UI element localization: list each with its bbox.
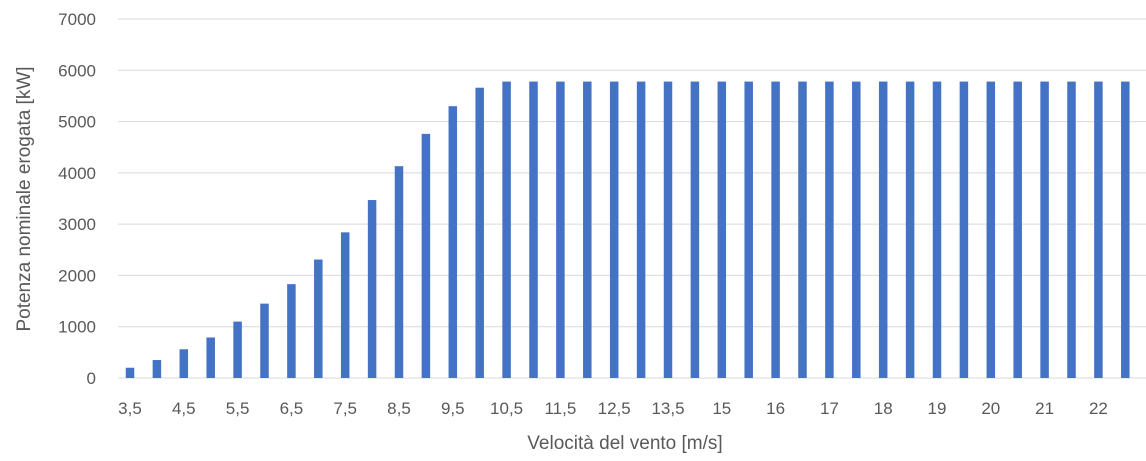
bar-20,5 (1013, 81, 1022, 378)
y-tick-label: 2000 (58, 266, 96, 285)
x-tick-label: 20 (981, 399, 1000, 418)
bar-6 (260, 303, 269, 378)
y-tick-label: 5000 (58, 113, 96, 132)
x-tick-label: 5,5 (226, 399, 250, 418)
x-tick-label: 6,5 (280, 399, 304, 418)
bar-6,5 (287, 284, 296, 378)
bar-5 (206, 337, 215, 378)
bar-13,5 (663, 81, 673, 378)
x-tick-label: 3,5 (118, 399, 142, 418)
bar-10,5 (502, 81, 511, 378)
bar-13 (636, 81, 646, 378)
x-tick-label: 7,5 (333, 399, 357, 418)
bar-22,5 (1121, 81, 1130, 378)
x-tick-label: 12,5 (598, 399, 631, 418)
bar-17,5 (852, 81, 861, 378)
bar-22 (1094, 81, 1103, 378)
bar-7 (314, 259, 323, 378)
x-tick-label: 19 (928, 399, 947, 418)
bar-10 (475, 87, 484, 379)
bar-9,5 (448, 106, 458, 378)
x-tick-label: 9,5 (441, 399, 465, 418)
bar-11,5 (556, 81, 565, 378)
x-tick-label: 4,5 (172, 399, 196, 418)
y-tick-label: 3000 (58, 215, 96, 234)
bar-18,5 (905, 81, 915, 378)
bar-16,5 (798, 81, 807, 378)
x-axis-title: Velocità del vento [m/s] (527, 433, 722, 454)
bar-series (125, 81, 1130, 379)
x-tick-label: 8,5 (387, 399, 411, 418)
bar-14 (690, 81, 700, 378)
bar-7,5 (340, 232, 350, 378)
x-tick-label: 15 (712, 399, 731, 418)
bar-4,5 (179, 349, 189, 378)
bar-12 (583, 81, 592, 378)
bar-12,5 (609, 81, 619, 378)
y-tick-label: 6000 (58, 61, 96, 80)
bar-5,5 (233, 321, 242, 378)
bar-8 (367, 200, 377, 378)
bar-21 (1040, 81, 1049, 378)
bar-20 (986, 81, 996, 378)
x-tick-label: 18 (874, 399, 893, 418)
x-tick-label: 16 (766, 399, 785, 418)
x-tick-label: 10,5 (490, 399, 523, 418)
bar-17 (825, 81, 834, 378)
y-axis-ticks: 0 1000 2000 3000 4000 5000 6000 7000 (58, 10, 96, 388)
y-tick-label: 1000 (58, 318, 96, 337)
bar-3,5 (125, 367, 135, 378)
bar-18 (878, 81, 888, 378)
bar-8,5 (394, 166, 404, 378)
x-axis-ticks: 3,5 4,5 5,5 6,5 7,5 8,5 9,5 10,5 11,5 12,5 13,5 15 1… (118, 399, 1108, 418)
x-tick-label: 11,5 (544, 399, 576, 418)
bar-11 (529, 81, 538, 378)
x-tick-label: 13,5 (651, 399, 684, 418)
bar-19,5 (959, 81, 969, 378)
y-tick-label: 4000 (58, 164, 96, 183)
y-tick-label: 7000 (58, 10, 96, 29)
bar-9 (421, 133, 431, 378)
x-tick-label: 22 (1089, 399, 1108, 418)
bar-15 (717, 81, 727, 378)
bar-19 (932, 81, 942, 378)
x-tick-label: 21 (1035, 399, 1054, 418)
x-tick-label: 17 (820, 399, 839, 418)
bar-16 (771, 81, 780, 378)
bar-21,5 (1067, 81, 1076, 378)
y-axis-title: Potenza nominale erogata [kW] (14, 66, 35, 331)
bar-15,5 (744, 81, 753, 378)
bar-4 (152, 360, 162, 378)
y-tick-label: 0 (87, 369, 96, 388)
